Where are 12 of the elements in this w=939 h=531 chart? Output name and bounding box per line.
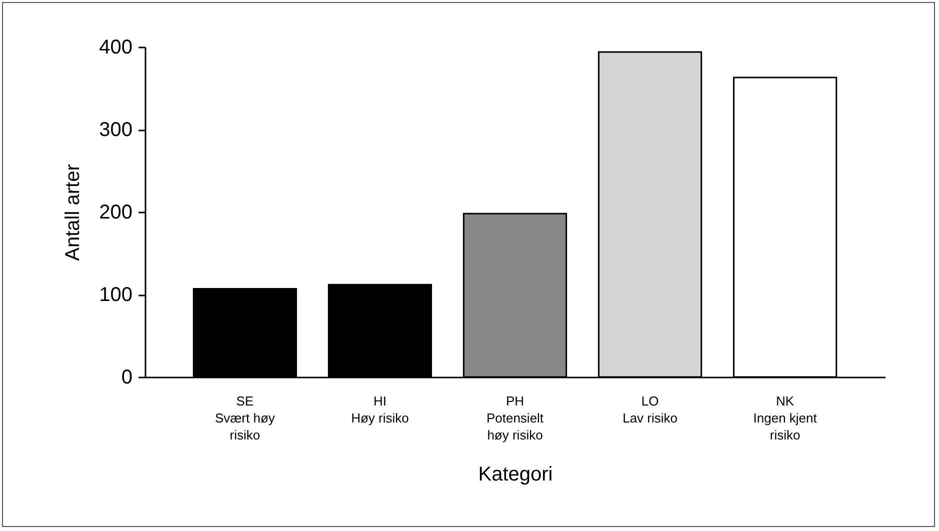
y-axis-title: Antall arter — [62, 164, 84, 261]
x-tick-label: LO Lav risiko — [622, 394, 678, 426]
y-tick-label: 100 — [99, 284, 132, 306]
x-axis-title: Kategori — [478, 464, 553, 486]
x-tick-label: NK Ingen kjent risiko — [753, 394, 818, 442]
y-tick-label: 0 — [121, 366, 132, 388]
y-tick-label: 300 — [99, 119, 132, 141]
x-tick-label: PH Potensielt høy risiko — [486, 394, 544, 442]
x-tick-label: HI Høy risiko — [351, 394, 409, 426]
y-tick-label: 200 — [99, 202, 132, 224]
x-tick-label: SE Svært høy risiko — [214, 394, 276, 442]
y-tick-label: 400 — [99, 36, 132, 58]
